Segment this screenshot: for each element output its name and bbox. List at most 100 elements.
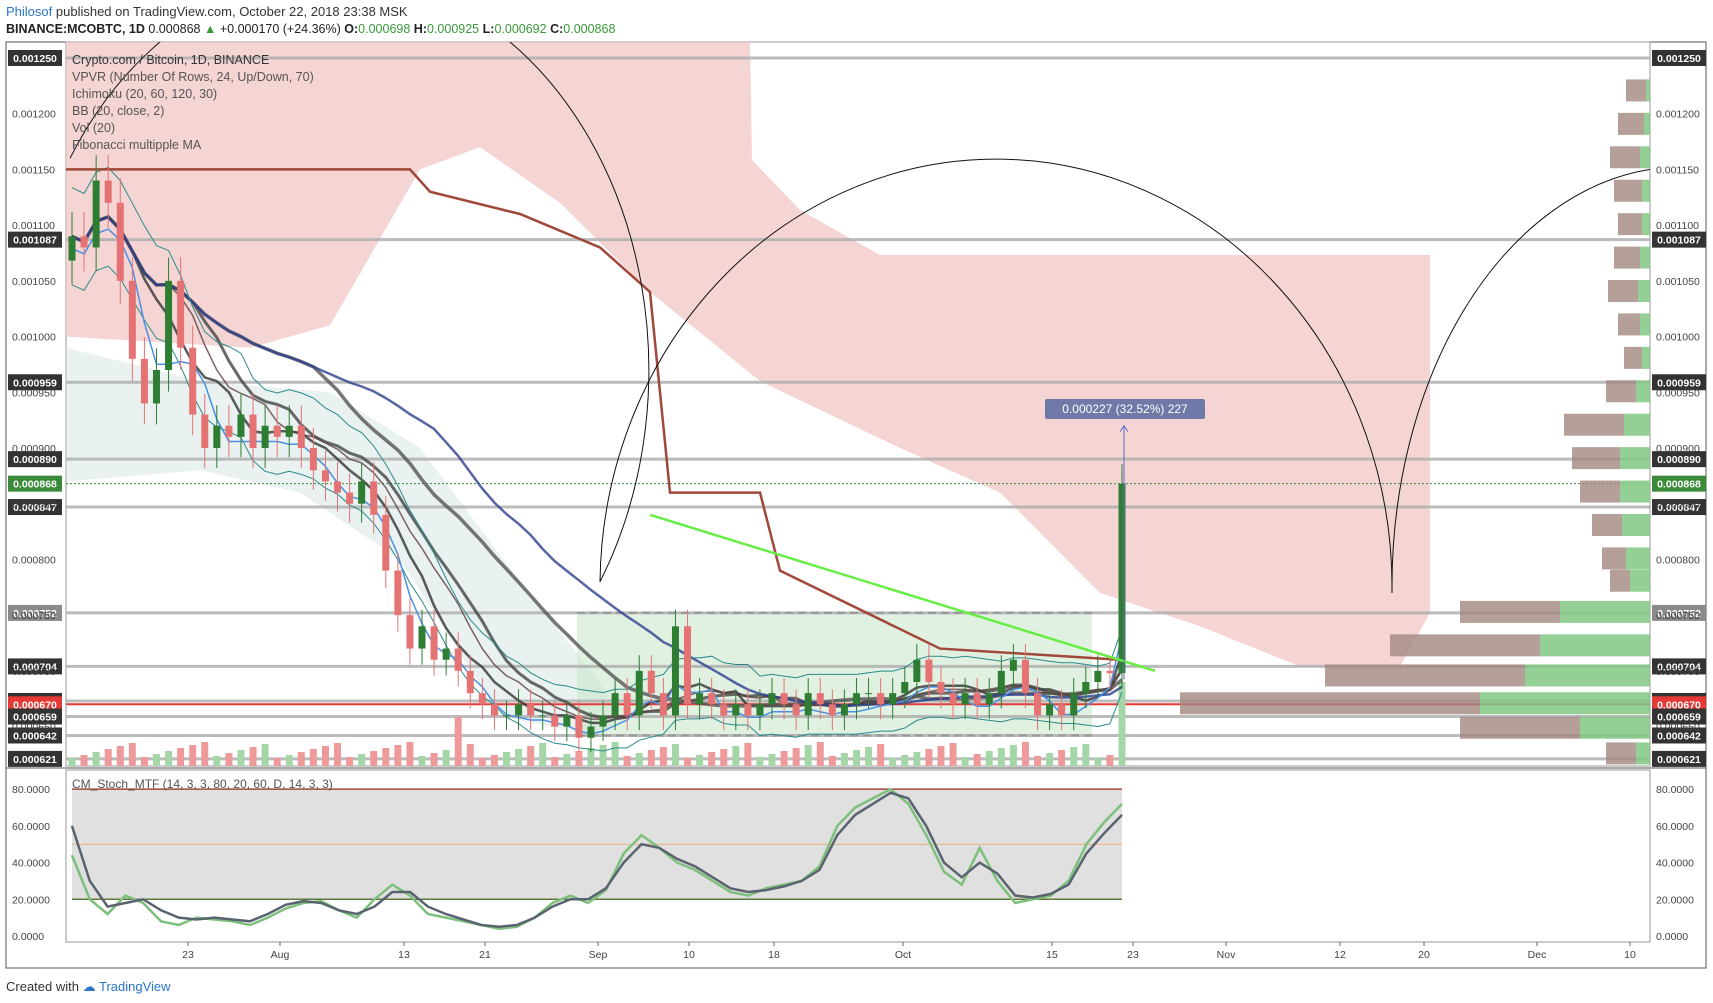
legend-bb[interactable]: BB (20, close, 2) [72,104,165,118]
legend-ichimoku[interactable]: Ichimoku (20, 60, 120, 30) [72,87,218,101]
ohlc-bar: BINANCE:MCOBTC, 1D 0.000868 ▲ +0.000170 … [6,22,615,36]
vpvr-up-16 [1560,600,1650,623]
candle-body-76 [985,693,993,705]
candle-body-81 [1046,704,1054,716]
price-tag-box-right-11 [1652,727,1706,744]
volume-bar-53 [708,752,716,766]
x-tick-8: 15 [1046,949,1058,961]
y-tick-left-1: 0.001150 [12,164,55,176]
candle-body-40 [551,715,559,727]
tradingview-brand[interactable]: TradingView [99,979,171,994]
candle-body-61 [804,693,812,716]
x-tick-4: Sep [589,949,608,961]
volume-bar-7 [152,754,160,766]
y-tick-left-10: 0.000700 [12,666,56,678]
x-tick-7: Oct [895,949,911,961]
volume-bar-8 [165,751,173,766]
candle-body-23 [346,492,354,504]
vpvr-up-0 [1646,79,1650,102]
price-tag-left-0: 0.001250 [13,53,57,65]
stoch-legend[interactable]: CM_Stoch_MTF (14, 3, 3, 80, 20, 60, D, 1… [72,777,333,791]
volume-bar-5 [128,743,136,766]
volume-bar-2 [92,752,100,766]
vpvr-down-15 [1610,569,1630,592]
price-tag-left-3: 0.000890 [13,454,57,466]
candle-body-70 [913,659,921,683]
price-tag-box-right-12 [1652,750,1706,767]
vpvr-down-1 [1618,112,1644,135]
volume-bar-86 [1106,755,1114,766]
volume-bar-22 [334,743,342,766]
candle-body-33 [466,670,474,694]
last-price: 0.000868 [148,22,201,36]
price-tag-box-left-2 [8,374,62,391]
volume-bar-20 [309,749,317,766]
volume-bar-9 [177,748,185,766]
vpvr-down-8 [1624,346,1642,369]
candle-body-37 [515,704,523,716]
y-tick-right-2: 0.001100 [1656,220,1699,232]
price-tag-box-right-6 [1652,604,1706,621]
x-tick-10: Nov [1217,949,1236,961]
volume-bar-52 [696,755,704,766]
candle-body-31 [442,648,450,660]
volume-bar-47 [635,753,643,766]
volume-bar-21 [321,746,329,766]
candle-body-62 [816,693,824,705]
candle-body-9 [177,280,185,348]
volume-bar-4 [116,746,124,766]
legend-vol[interactable]: Vol (20) [72,121,116,135]
volume-bar-75 [973,754,981,766]
volume-bar-15 [249,747,257,766]
bb-lower [71,265,1123,752]
moving-average-0 [71,215,1124,725]
price-tag-left-4: 0.000868 [13,479,57,491]
candle-body-57 [756,704,764,716]
author-link[interactable]: Philosof [6,4,53,19]
y-tick-left-3: 0.001050 [12,276,56,288]
legend-fib-ma[interactable]: Fibonacci multipple MA [72,138,202,152]
moving-average-4 [71,215,1123,707]
price-tag-box-left-9 [8,696,62,713]
volume-bar-27 [394,745,402,766]
volume-bar-78 [1009,745,1017,766]
volume-bar-50 [671,744,679,766]
legend-main-series[interactable]: Crypto.com / Bitcoin, 1D, BINANCE [72,53,270,67]
volume-bar-71 [925,749,933,766]
close-label: C: [550,22,564,36]
volume-bar-64 [840,753,848,766]
candle-body-18 [285,425,293,437]
y-tick-left-5: 0.000950 [12,387,56,399]
x-tick-1: Aug [271,949,290,961]
candle-body-24 [358,481,366,504]
volume-bar-85 [1094,758,1102,766]
stoch-tick-right-4: 0.0000 [1656,931,1688,943]
legend-vpvr[interactable]: VPVR (Number Of Rows, 24, Up/Down, 70) [72,70,314,84]
price-tag-left-12: 0.000621 [13,754,57,766]
price-tag-box-right-4 [1652,475,1706,492]
price-tag-left-11: 0.000642 [13,730,57,742]
volume-bar-84 [1082,744,1090,766]
publish-info: published on TradingView.com, October 22… [55,4,408,19]
price-tag-right-7: 0.000704 [1657,661,1701,673]
price-tag-right-12: 0.000621 [1657,754,1701,766]
vpvr-up-6 [1638,280,1650,303]
ichimoku-base [66,168,1121,661]
candle-body-44 [599,715,607,727]
volume-bar-60 [792,748,800,766]
candle-body-73 [949,693,957,705]
y-tick-right-7: 0.000850 [1656,499,1700,511]
vpvr-down-16 [1460,600,1560,623]
candle-body-19 [297,425,305,449]
measure-label: 0.000227 (32.52%) 227 [1062,402,1188,416]
price-tag-box-left-5 [8,499,62,516]
candle-body-21 [321,470,329,482]
candle-body-80 [1034,693,1042,716]
candle-body-72 [937,682,945,694]
candle-body-29 [418,626,426,649]
y-tick-left-6: 0.000900 [12,443,56,455]
trend-line [649,513,1156,673]
volume-bar-43 [587,748,595,766]
candle-body-66 [865,693,873,695]
